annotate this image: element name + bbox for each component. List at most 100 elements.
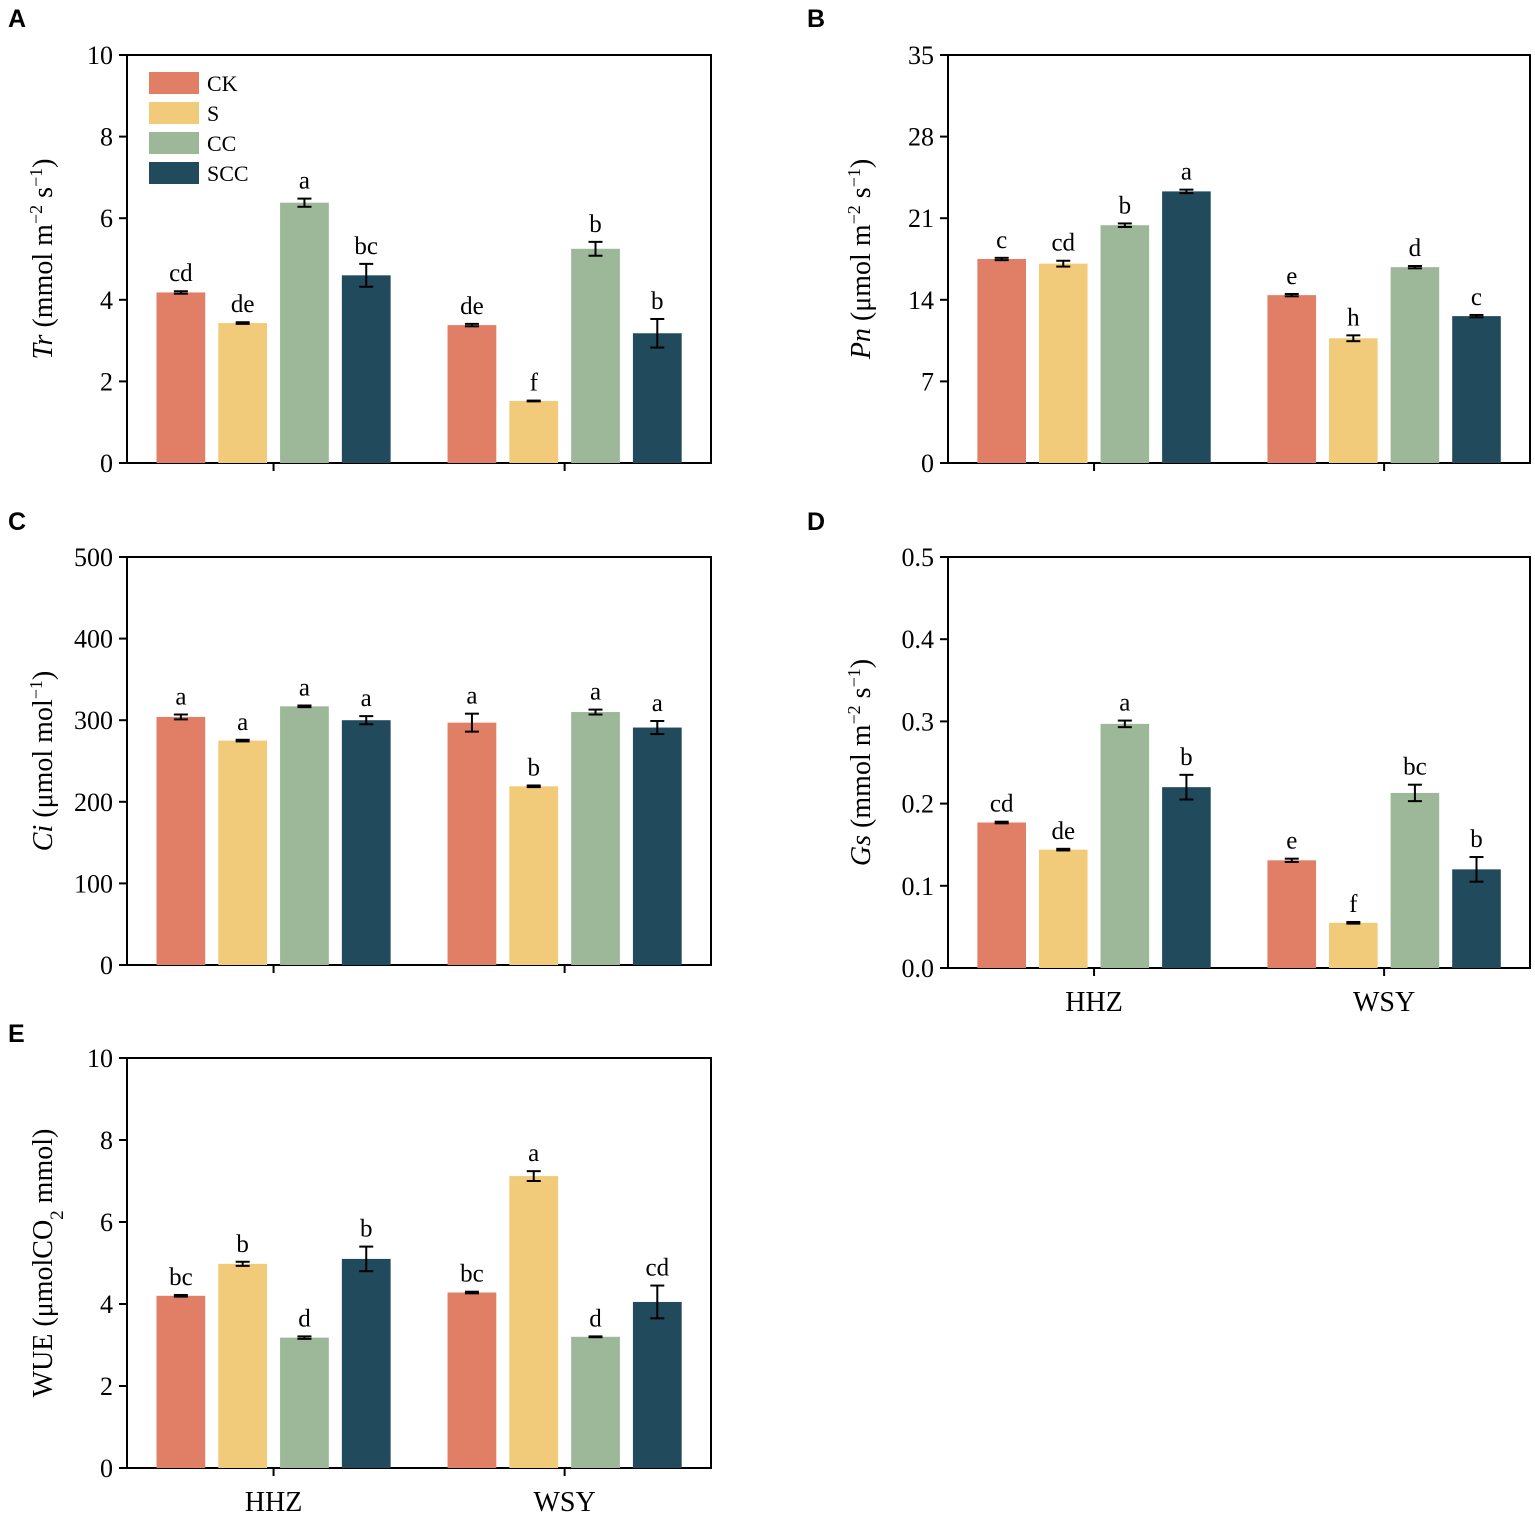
significance-letter: bc	[460, 1261, 484, 1288]
bar-cc-wsy	[1390, 792, 1440, 968]
significance-letter: e	[1286, 828, 1297, 855]
x-category-label: HHZ	[1065, 987, 1123, 1018]
significance-letter: a	[299, 168, 310, 195]
panel-e-chart: E 0 2 4 6 8 10 HHZ WSY bc bc b a d d b cd WUE (μmolCO2 m…	[8, 1020, 712, 1517]
bar-cc-wsy	[571, 712, 620, 965]
y-tick-label: 400	[74, 625, 113, 654]
y-tick-label: 0.1	[902, 872, 935, 901]
bar-scc-wsy	[632, 333, 682, 463]
panel-letter-b: B	[807, 5, 825, 33]
significance-letter: cd	[990, 791, 1014, 818]
y-tick-label: 10	[87, 1044, 113, 1073]
y-axis-label: Pn (μmol m−2 s−1)	[844, 159, 877, 360]
bar-scc-hhz	[1162, 191, 1211, 464]
significance-letter: a	[590, 679, 601, 706]
bar-cc-wsy	[571, 248, 620, 463]
significance-letter: de	[231, 291, 255, 318]
y-tick-label: 28	[908, 123, 934, 152]
panel-d-chart: D 0.0 0.1 0.2 0.3 0.4 0.5 HHZ WSY cd e de f a bc b b Gs …	[807, 508, 1531, 1018]
significance-letter: bc	[169, 1264, 193, 1291]
bar-ck-wsy	[1267, 295, 1317, 463]
legend-swatch-s	[149, 102, 199, 124]
significance-letter: bc	[1403, 754, 1427, 781]
plot-frame	[126, 54, 712, 464]
bar-ck-hhz	[156, 1295, 206, 1468]
significance-letter: a	[1119, 690, 1130, 717]
bar-ck-wsy	[447, 325, 497, 463]
bar-cc-wsy	[1390, 267, 1440, 463]
bar-cc-hhz	[280, 706, 329, 965]
panel-a-chart: A 0 2 4 6 8 10 cd de de f a b bc b Tr (mmol m−2 s−1) CK…	[8, 5, 712, 478]
y-tick-label: 0	[100, 1454, 113, 1483]
significance-letter: b	[651, 288, 664, 315]
bar-scc-hhz	[341, 720, 391, 965]
significance-letter: de	[460, 293, 484, 320]
bar-ck-hhz	[156, 292, 206, 463]
bar-s-wsy	[1329, 922, 1378, 968]
y-tick-label: 0.0	[902, 954, 935, 983]
significance-letter: d	[589, 1305, 602, 1332]
panel-letter-e: E	[8, 1020, 25, 1048]
significance-letter: a	[175, 683, 186, 710]
significance-letter: cd	[169, 260, 193, 287]
x-category-label: HHZ	[245, 1487, 303, 1517]
bar-cc-hhz	[280, 1337, 329, 1468]
significance-letter: f	[1349, 891, 1358, 918]
significance-letter: cd	[1051, 230, 1075, 257]
y-tick-label: 0.3	[902, 707, 935, 736]
significance-letter: b	[527, 754, 540, 781]
y-axis-label: Ci (μmol mol−1)	[26, 671, 59, 851]
bar-scc-hhz	[341, 1258, 391, 1468]
panel-c-chart: C 0 100 200 300 400 500 a a a b a a a a Ci (μmol mol−1…	[8, 508, 712, 980]
y-tick-label: 2	[100, 1372, 113, 1401]
bar-scc-hhz	[1162, 787, 1211, 968]
bar-scc-wsy	[1452, 869, 1501, 968]
bar-cc-hhz	[280, 202, 329, 464]
panel-b-chart: B 0 7 14 21 28 35 c e cd h b d a c Pn (μmol m−2 s−1)	[807, 5, 1531, 478]
y-tick-label: 0.4	[902, 625, 935, 654]
panel-letter-a: A	[8, 5, 26, 33]
bar-cc-wsy	[571, 1336, 620, 1468]
bar-scc-hhz	[341, 275, 391, 463]
y-tick-label: 4	[100, 286, 113, 315]
significance-letter: bc	[354, 233, 378, 260]
y-tick-label: 8	[100, 123, 113, 152]
bar-ck-wsy	[447, 722, 497, 965]
bar-ck-hhz	[977, 259, 1026, 463]
bar-s-hhz	[218, 1263, 268, 1468]
y-tick-label: 8	[100, 1126, 113, 1155]
bar-s-hhz	[1038, 849, 1088, 968]
x-category-label: WSY	[1353, 987, 1415, 1018]
legend-swatch-scc	[149, 162, 199, 184]
significance-letter: b	[360, 1216, 373, 1243]
y-tick-label: 4	[100, 1290, 113, 1319]
significance-letter: b	[1119, 192, 1132, 219]
y-tick-label: 7	[921, 367, 934, 396]
legend-label-ck: CK	[207, 71, 238, 96]
x-category-label: WSY	[534, 1487, 596, 1517]
significance-letter: cd	[645, 1255, 669, 1282]
y-tick-label: 14	[908, 286, 934, 315]
bar-cc-hhz	[1100, 225, 1150, 463]
significance-letter: b	[236, 1231, 249, 1258]
bar-s-wsy	[509, 400, 559, 463]
bar-scc-wsy	[632, 1301, 682, 1468]
plot-frame	[126, 556, 712, 966]
plot-frame	[947, 556, 1531, 969]
y-tick-label: 100	[74, 869, 113, 898]
significance-letter: b	[589, 211, 602, 238]
y-axis-label: Gs (mmol m−2 s−1)	[844, 659, 877, 866]
bar-s-wsy	[509, 786, 559, 965]
significance-letter: h	[1347, 304, 1360, 331]
significance-letter: a	[1181, 159, 1192, 186]
y-tick-label: 0	[921, 449, 934, 478]
significance-letter: c	[1471, 284, 1482, 311]
y-tick-label: 0	[100, 449, 113, 478]
significance-letter: d	[1409, 235, 1422, 262]
y-tick-label: 21	[908, 204, 934, 233]
significance-letter: a	[652, 690, 663, 717]
y-tick-label: 6	[100, 1208, 113, 1237]
bar-s-hhz	[1038, 263, 1088, 463]
y-axis-label: WUE (μmolCO2 mmol)	[28, 1129, 68, 1398]
